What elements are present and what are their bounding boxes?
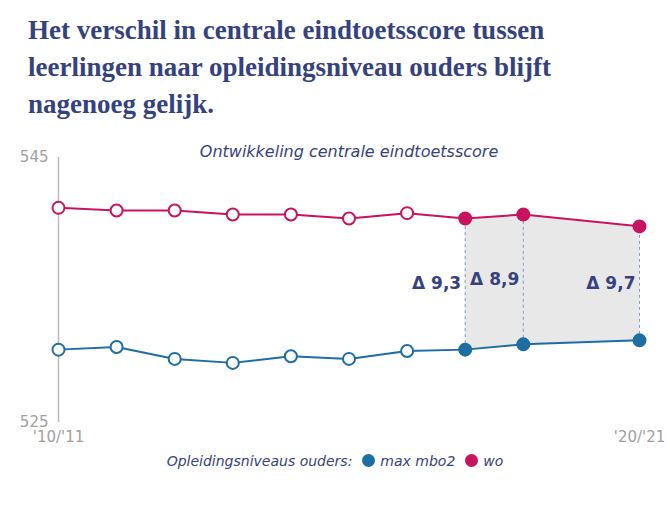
html-text:Het verschil in centrale eindt: Het verschil in centrale eindtoetsscore … xyxy=(28,15,551,119)
html-text:max mbo2: max mbo2 xyxy=(380,453,456,469)
svg-text:Ontwikkeling centrale eindtoet: Ontwikkeling centrale eindtoetsscore xyxy=(200,142,499,161)
svg-text:'10/'11: '10/'11 xyxy=(33,428,84,446)
html-text:Opleidingsniveaus ouders:: Opleidingsniveaus ouders: xyxy=(166,453,353,469)
svg-text:Δ 8,9: Δ 8,9 xyxy=(470,269,519,289)
html-text:wo: wo xyxy=(483,453,504,469)
svg-text:545: 545 xyxy=(20,148,49,166)
svg-text:Δ 9,3: Δ 9,3 xyxy=(412,273,461,293)
svg-text:Δ 9,7: Δ 9,7 xyxy=(586,273,635,293)
svg-text:'20/'21: '20/'21 xyxy=(614,428,665,446)
svg-text:525: 525 xyxy=(19,413,49,432)
